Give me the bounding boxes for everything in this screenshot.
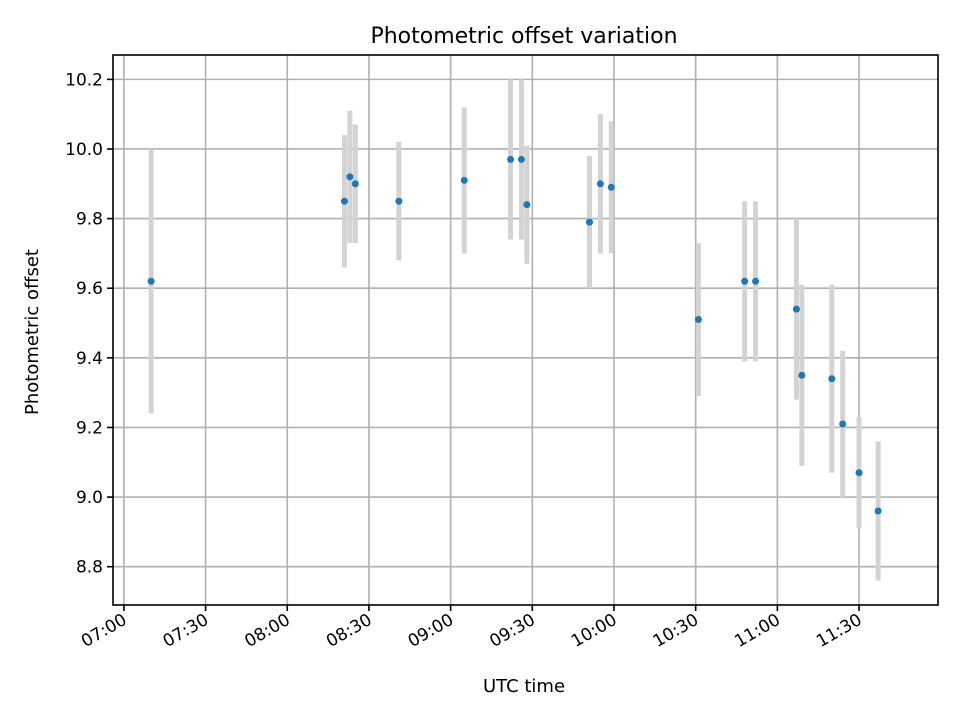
y-tick-label: 9.0: [76, 488, 103, 508]
x-axis: 07:00 07:30 08:00 08:30 09:00 09:30 10:00 10:30…: [78, 605, 866, 652]
data-point: [596, 180, 604, 188]
plot-frame: [112, 54, 939, 606]
data-point: [507, 155, 515, 163]
y-axis: 8.8 9.0 9.2 9.4 9.6 9.8 10.0 10.2: [65, 70, 113, 578]
y-tick-label: 9.6: [76, 279, 103, 299]
data-point: [839, 420, 847, 428]
data-point: [351, 180, 359, 188]
y-tick-label: 10.0: [65, 140, 103, 160]
point-layer: [147, 155, 882, 515]
grid-layer: [113, 55, 938, 605]
data-point: [798, 371, 806, 379]
data-point: [741, 277, 749, 285]
y-tick-label: 8.8: [76, 558, 103, 578]
y-tick-label: 9.4: [76, 349, 103, 369]
x-tick-label: 08:30: [323, 610, 375, 652]
chart-title: Photometric offset variation: [370, 24, 677, 49]
x-tick-label: 09:30: [486, 610, 538, 652]
data-point: [607, 183, 615, 191]
data-point: [340, 197, 348, 205]
x-tick-label: 07:00: [78, 610, 130, 652]
data-point: [855, 469, 863, 477]
data-point: [346, 173, 354, 181]
x-axis-label: UTC time: [483, 676, 565, 697]
x-tick-label: 07:30: [160, 610, 212, 652]
data-point: [147, 277, 155, 285]
y-tick-label: 10.2: [65, 70, 103, 90]
x-tick-label: 11:30: [813, 610, 865, 652]
data-point: [792, 305, 800, 313]
x-tick-label: 08:00: [241, 610, 293, 652]
data-point: [517, 155, 525, 163]
data-point: [828, 375, 836, 383]
x-tick-label: 11:00: [731, 610, 783, 652]
data-point: [460, 176, 468, 184]
x-tick-label: 09:00: [405, 610, 457, 652]
data-point: [395, 197, 403, 205]
x-tick-label: 10:30: [650, 610, 702, 652]
data-point: [874, 507, 882, 515]
data-point: [523, 201, 531, 209]
data-point: [694, 316, 702, 324]
data-point: [585, 218, 593, 226]
y-axis-label: Photometric offset: [22, 249, 43, 415]
y-tick-label: 9.8: [76, 210, 103, 230]
y-tick-label: 9.2: [76, 418, 103, 438]
errorbar-layer: [148, 79, 881, 581]
data-point: [752, 277, 760, 285]
x-tick-label: 10:00: [568, 610, 620, 652]
